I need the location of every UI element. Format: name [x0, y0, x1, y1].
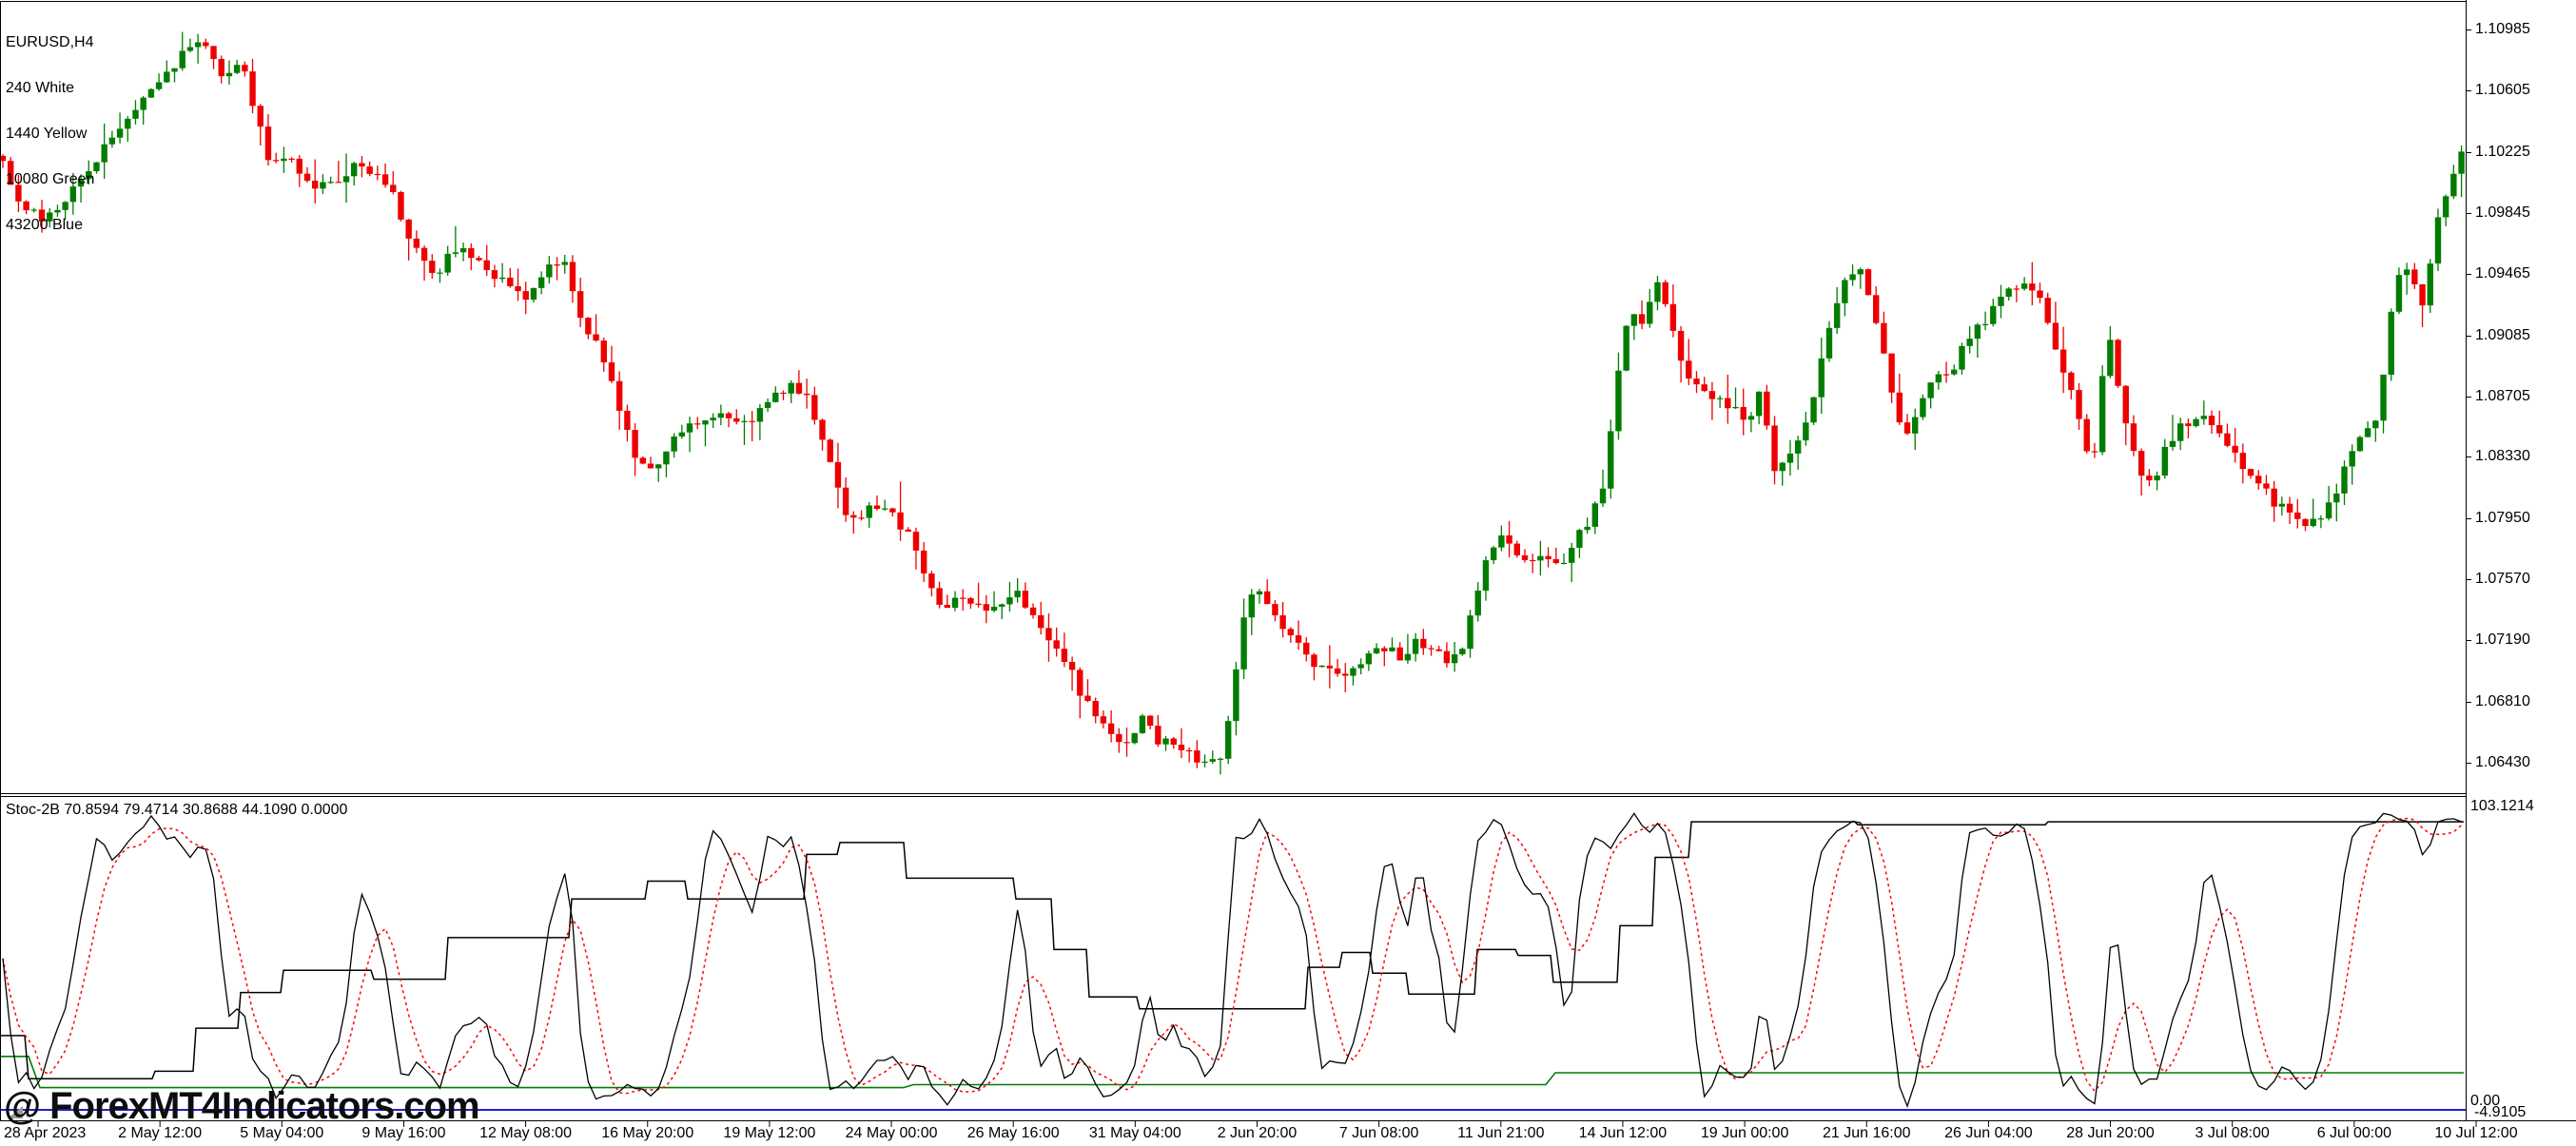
time-axis-label: 5 May 04:00	[240, 1125, 324, 1141]
legend-line-240: 240 White	[6, 80, 75, 96]
time-axis-label: 12 May 08:00	[479, 1125, 573, 1141]
time-axis-label: 21 Jun 16:00	[1822, 1125, 1911, 1141]
indicator-scale-zero: 0.00	[2470, 1093, 2501, 1109]
watermark: @ ForexMT4Indicators.com	[4, 1085, 480, 1127]
price-axis-label: 1.10225	[2475, 144, 2530, 160]
price-axis-label: 1.10605	[2475, 82, 2530, 98]
time-axis-label: 10 Jul 12:00	[2434, 1125, 2518, 1141]
time-axis-label: 6 Jul 00:00	[2316, 1125, 2391, 1141]
time-axis-label: 28 Apr 2023	[4, 1125, 87, 1141]
time-axis-label: 7 Jun 08:00	[1338, 1125, 1419, 1141]
price-axis-label: 1.09465	[2475, 265, 2530, 282]
legend-symbol: EURUSD,H4	[6, 34, 94, 50]
price-axis-label: 1.09845	[2475, 204, 2530, 221]
indicator-title: Stoc-2B 70.8594 79.4714 30.8688 44.1090 …	[6, 802, 348, 818]
price-axis-label: 1.07950	[2475, 510, 2530, 526]
chart-legend: EURUSD,H4 240 White 1440 Yellow 10080 Gr…	[6, 5, 94, 263]
legend-line-43200: 43200 Blue	[6, 217, 83, 233]
legend-line-1440: 1440 Yellow	[6, 126, 88, 142]
price-axis-label: 1.08330	[2475, 448, 2530, 464]
price-axis-label: 1.07190	[2475, 631, 2530, 648]
price-axis-label: 1.07570	[2475, 571, 2530, 587]
time-axis-label: 26 May 16:00	[966, 1125, 1060, 1141]
price-axis-label: 1.06430	[2475, 754, 2530, 770]
time-axis-label: 11 Jun 21:00	[1457, 1125, 1545, 1141]
price-axis-label: 1.08705	[2475, 388, 2530, 404]
time-axis-label: 16 May 20:00	[601, 1125, 694, 1141]
time-axis-label: 24 May 00:00	[845, 1125, 938, 1141]
time-axis-label: 26 Jun 04:00	[1944, 1125, 2033, 1141]
price-axis-label: 1.09085	[2475, 327, 2530, 343]
time-axis-label: 31 May 04:00	[1088, 1125, 1181, 1141]
time-axis-label: 19 Jun 00:00	[1700, 1125, 1789, 1141]
price-axis-label: 1.06810	[2475, 693, 2530, 709]
price-axis-label: 1.10985	[2475, 21, 2530, 37]
time-axis-label: 19 May 12:00	[723, 1125, 816, 1141]
time-axis-label: 28 Jun 20:00	[2066, 1125, 2155, 1141]
time-axis-label: 2 Jun 20:00	[1217, 1125, 1298, 1141]
time-axis-label: 2 May 12:00	[118, 1125, 203, 1141]
time-axis-label: 3 Jul 08:00	[2195, 1125, 2270, 1141]
indicator-scale-max: 103.1214	[2470, 798, 2534, 814]
legend-line-10080: 10080 Green	[6, 171, 95, 187]
time-axis-label: 14 Jun 12:00	[1578, 1125, 1668, 1141]
indicator-scale-min: -4.9105	[2474, 1104, 2527, 1120]
time-axis-label: 9 May 16:00	[361, 1125, 446, 1141]
